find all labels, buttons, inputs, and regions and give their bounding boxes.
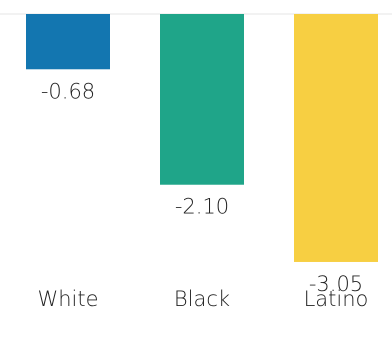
category-label-latino: Latino — [304, 287, 369, 311]
bars-group — [26, 14, 378, 262]
value-label-black: -2.10 — [175, 195, 229, 219]
category-labels-group: White Black Latino — [37, 287, 368, 311]
bar-latino — [294, 14, 378, 262]
value-label-latino: -3.05 — [309, 272, 363, 296]
value-labels-group: -0.68 -2.10 -3.05 — [41, 79, 363, 296]
category-label-black: Black — [174, 287, 230, 311]
category-label-white: White — [37, 287, 98, 311]
bar-black — [160, 14, 244, 185]
value-label-white: -0.68 — [41, 79, 95, 103]
bar-white — [26, 14, 110, 70]
